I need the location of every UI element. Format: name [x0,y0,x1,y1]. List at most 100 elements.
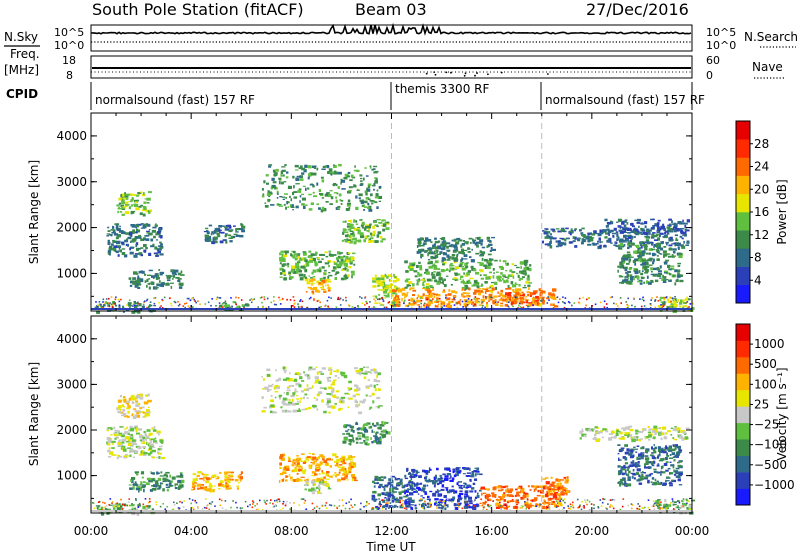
power-ytick-label-3: 4000 [56,129,87,143]
power-colorbar-swatch-3 [736,230,750,249]
station-title: South Pole Station (fitACF) [92,0,304,19]
cpid-segment-3: normalsound (fast) 157 RF [545,93,705,107]
freq-label-line2: [MHz] [4,63,39,77]
power-region-3 [128,269,185,290]
power-colorbar: 4 8 12 16 20 24 28 [735,120,769,304]
velocity-ylabel: Slant Range [km] [27,362,41,466]
power-colorbar-swatch-0 [736,284,750,304]
power-colorbar-swatch-8 [736,139,750,158]
power-colorbar-swatch-1 [736,266,750,286]
power-colorbar-swatch-9 [736,121,750,140]
power-colorbar-swatch-7 [736,157,750,176]
velocity-colorbar-swatch-1 [736,472,750,489]
velocity-axes: 1000 2000 3000 4000 [56,315,693,514]
freq-panel-frame [90,55,693,79]
velocity-region-2 [116,393,152,420]
nsky-line [90,22,692,36]
power-region-9 [341,219,390,245]
power-region-2 [116,191,152,217]
cpid-segments: normalsound (fast) 157 RF themis 3300 RF… [95,82,705,110]
time-tick-label-6: 00:00 [675,524,710,538]
velocity-colorbar-tick-3: 25 [754,397,769,411]
freq-tick-low: 8 [66,69,73,82]
velocity-region-10 [404,467,483,511]
velocity-region-14 [617,444,683,487]
velocity-ytick-label-1: 2000 [56,423,87,437]
beam-title: Beam 03 [355,0,427,19]
power-colorbar-swatch-2 [736,248,750,267]
power-colorbar-tick-0: 4 [754,273,762,287]
power-colorbar-tick-5: 24 [754,160,769,174]
velocity-colorbar-tick-1: 500 [754,357,777,371]
velocity-colorbar-tick-6: −500 [754,458,787,472]
velocity-region-13 [579,425,690,443]
power-colorbar-tick-4: 20 [754,182,769,196]
time-tick-label-5: 20:00 [575,524,610,538]
time-tick-labels: 00:00 04:00 08:00 12:00 16:00 20:00 00:00 [74,524,710,538]
cpid-segment-1: normalsound (fast) 157 RF [95,93,255,107]
nsky-label: N.Sky [4,30,38,44]
nsky-trace [90,22,692,43]
power-region-16 [604,218,690,235]
velocity-colorbar-tick-0: 1000 [754,337,785,351]
power-colorbar-tick-1: 8 [754,251,762,265]
velocity-colorbar-swatch-3 [736,439,750,456]
velocity-region-5 [261,366,383,415]
power-region-6 [261,164,383,213]
velocity-colorbar-tick-5: −100 [754,438,787,452]
power-colorbar-tick-2: 12 [754,228,769,242]
velocity-region-6 [278,452,358,483]
velocity-colorbar-label: Velocity [m s⁻¹] [775,367,789,460]
power-ytick-label-2: 3000 [56,175,87,189]
power-cells [91,164,695,314]
velocity-colorbar-swatch-4 [736,422,750,440]
power-panel: 1000 2000 3000 4000 Slant Range [km] 4 8 12 16… [27,112,789,314]
freq-tick-high: 18 [62,54,76,67]
velocity-colorbar: 1000 500 100 25 −25 −100 −500 −1000 [735,323,795,506]
velocity-colorbar-swatch-5 [736,406,750,424]
power-region-7 [279,250,356,282]
time-axis-label: Time UT [365,540,416,554]
velocity-colorbar-swatch-6 [736,389,750,407]
power-colorbar-tick-6: 28 [754,137,769,151]
nave-tick-high: 60 [706,54,720,67]
power-region-15 [541,227,690,250]
velocity-region-3 [128,471,185,493]
power-tick-low-right: 10^0 [706,39,736,52]
velocity-cells [91,366,696,516]
power-region-13 [416,236,496,263]
nave-tick-low: 0 [706,69,713,82]
velocity-region-4 [191,471,243,493]
velocity-region-12 [542,476,571,496]
time-tick-label-0: 00:00 [74,524,109,538]
power-tick-high-right: 10^5 [706,26,736,39]
power-ylabel: Slant Range [km] [27,160,41,264]
power-colorbar-swatch-6 [736,175,750,195]
time-tick-label-1: 04:00 [174,524,209,538]
time-tick-label-3: 12:00 [374,524,409,538]
cpid-segment-2: themis 3300 RF [395,82,489,96]
velocity-colorbar-swatch-10 [736,324,750,341]
velocity-colorbar-swatch-7 [736,373,750,391]
power-region-1 [106,223,164,258]
nsearch-label: N.Search [744,30,798,44]
power-region-4 [203,223,246,245]
freq-label-line1: Freq. [10,47,40,61]
velocity-ytick-label-2: 3000 [56,377,87,391]
velocity-colorbar-swatch-0 [736,488,750,506]
velocity-colorbar-tick-7: −1000 [754,478,795,492]
power-ytick-label-1: 2000 [56,221,87,235]
nave-trace [91,71,692,77]
velocity-panel: 1000 2000 3000 4000 Slant Range [km] 1000 50… [27,315,795,516]
power-region-8 [305,278,332,295]
date-title: 27/Dec/2016 [586,0,689,19]
nsky-panel-frame [90,24,693,52]
velocity-colorbar-swatch-9 [736,340,750,358]
velocity-ytick-label-0: 1000 [56,469,87,483]
velocity-colorbar-swatch-8 [736,356,750,374]
power-tick-high-left: 10^5 [54,26,84,39]
power-colorbar-label: Power [dB] [775,179,789,244]
power-ytick-label-0: 1000 [56,266,87,280]
power-region-12 [404,259,533,291]
